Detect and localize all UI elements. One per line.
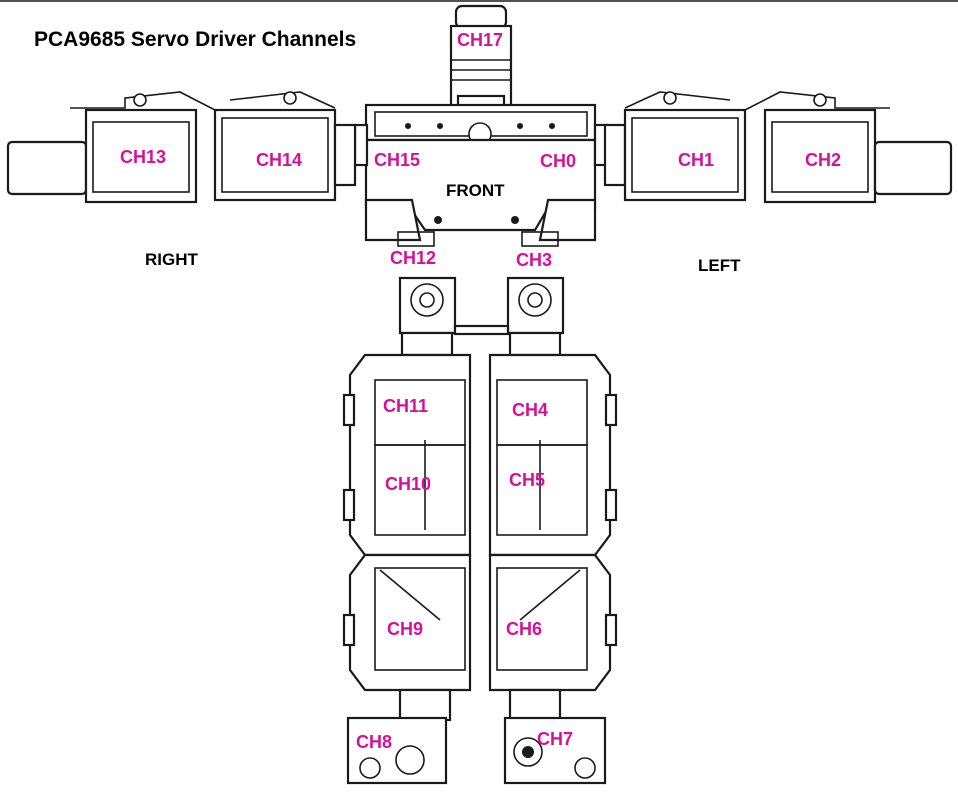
right-side-label: RIGHT [145,250,198,269]
left-side-label: LEFT [698,256,741,275]
torso-plate [353,103,609,247]
hip-servos [398,276,565,357]
left-leg [488,353,618,785]
channel-label-ch4: CH4 [512,400,549,420]
channel-label-ch17: CH17 [457,30,504,50]
channel-label-ch6: CH6 [506,619,543,639]
channel-label-ch1: CH1 [678,150,715,170]
channel-label-ch2: CH2 [805,150,842,170]
channel-label-ch9: CH9 [387,619,424,639]
diagram-title: PCA9685 Servo Driver Channels [34,28,357,51]
channel-label-ch15: CH15 [374,150,421,170]
right-leg [342,353,472,785]
channel-label-ch12: CH12 [390,248,437,268]
front-label: FRONT [446,181,505,200]
channel-label-ch13: CH13 [120,147,167,167]
channel-label-ch3: CH3 [516,250,553,270]
channel-label-ch8: CH8 [356,732,393,752]
head-servo [449,4,513,112]
right-arm [6,91,357,204]
left-arm [603,91,953,204]
channel-label-ch14: CH14 [256,150,303,170]
channel-label-ch0: CH0 [540,151,577,171]
channel-label-ch5: CH5 [509,470,546,490]
channel-label-ch11: CH11 [383,396,429,416]
channel-label-ch7: CH7 [537,729,574,749]
channel-label-ch10: CH10 [385,474,432,494]
